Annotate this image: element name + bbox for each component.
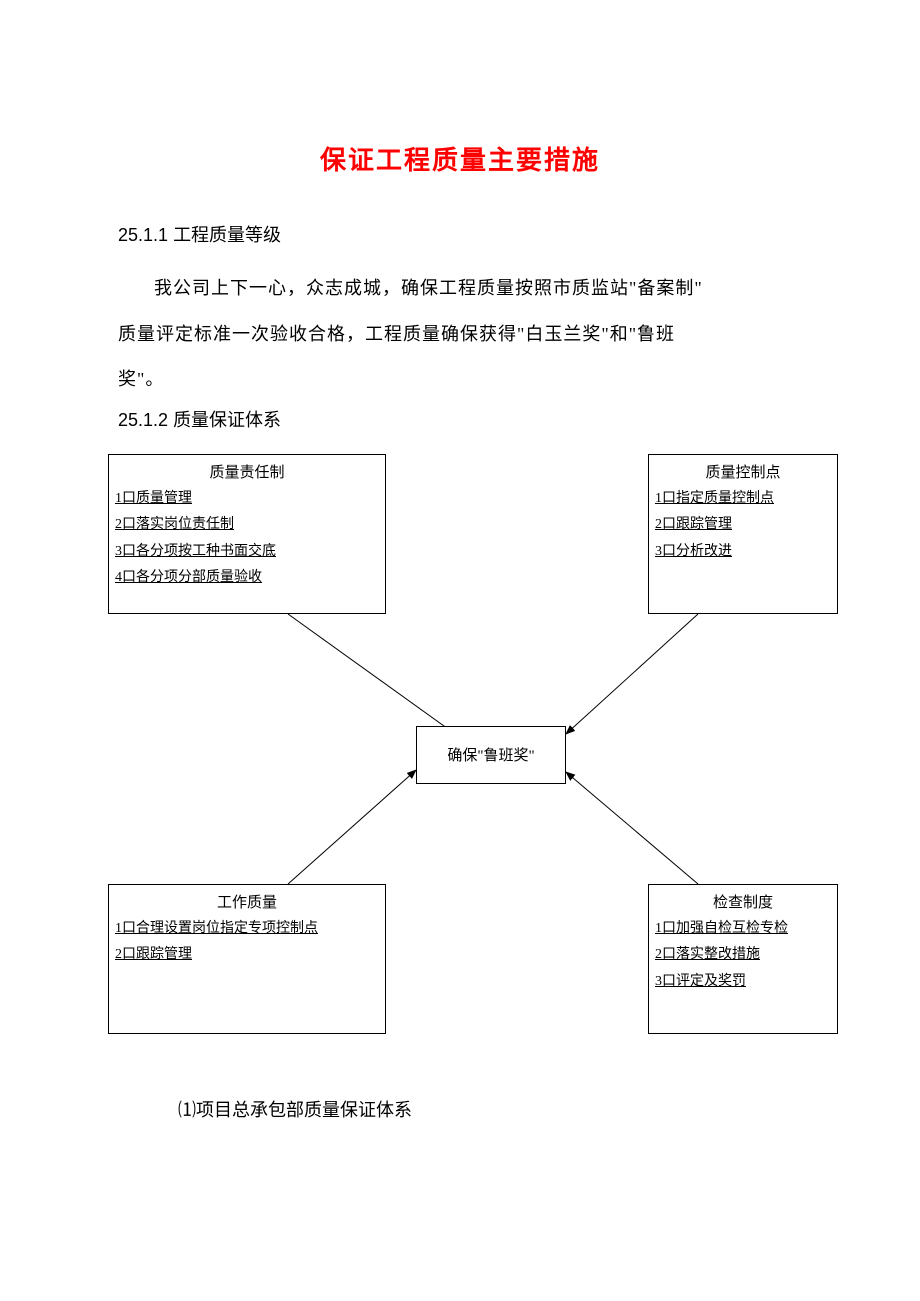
edge-bl: [288, 770, 416, 884]
diagram-caption: ⑴项目总承包部质量保证体系: [178, 1096, 802, 1122]
section-2-text: 质量保证体系: [173, 410, 281, 430]
node-bl-title: 工作质量: [109, 889, 385, 916]
node-br-item-1: 1口加强自检互检专检: [649, 916, 837, 942]
node-br-item-2: 2口落实整改措施: [649, 942, 837, 968]
node-center-label: 确保"鲁班奖": [447, 744, 534, 765]
node-center: 确保"鲁班奖": [416, 726, 566, 784]
section-1-text: 工程质量等级: [173, 225, 281, 245]
node-tl-item-4: 4口各分项分部质量验收: [109, 565, 385, 591]
node-bottom-right: 检查制度 1口加强自检互检专检 2口落实整改措施 3口评定及奖罚: [648, 884, 838, 1034]
section-2-heading: 25.1.2 质量保证体系: [118, 406, 802, 432]
node-tr-item-3: 3口分析改进: [649, 539, 837, 565]
paragraph-line-2: 质量评定标准一次验收合格，工程质量确保获得"白玉兰奖"和"鲁班: [118, 315, 802, 355]
node-bottom-left: 工作质量 1口合理设置岗位指定专项控制点 2口跟踪管理: [108, 884, 386, 1034]
paragraph-line-1: 我公司上下一心，众志成城，确保工程质量按照市质监站"备案制": [118, 269, 802, 309]
quality-system-diagram: 质量责任制 1口质量管理 2口落实岗位责任制 3口各分项按工种书面交底 4口各分…: [88, 454, 848, 1094]
node-tr-item-2: 2口跟踪管理: [649, 512, 837, 538]
node-tr-title: 质量控制点: [649, 459, 837, 486]
edge-br: [566, 772, 698, 884]
section-2-num: 25.1.2: [118, 410, 168, 430]
document-title: 保证工程质量主要措施: [118, 140, 802, 177]
edge-tr: [566, 614, 698, 734]
node-br-title: 检查制度: [649, 889, 837, 916]
paragraph-line-3: 奖"。: [118, 360, 802, 400]
node-tl-title: 质量责任制: [109, 459, 385, 486]
node-tl-item-2: 2口落实岗位责任制: [109, 512, 385, 538]
node-tl-item-1: 1口质量管理: [109, 486, 385, 512]
node-tr-item-1: 1口指定质量控制点: [649, 486, 837, 512]
node-top-left: 质量责任制 1口质量管理 2口落实岗位责任制 3口各分项按工种书面交底 4口各分…: [108, 454, 386, 614]
node-bl-item-2: 2口跟踪管理: [109, 942, 385, 968]
section-1-num: 25.1.1: [118, 225, 168, 245]
node-top-right: 质量控制点 1口指定质量控制点 2口跟踪管理 3口分析改进: [648, 454, 838, 614]
node-br-item-3: 3口评定及奖罚: [649, 969, 837, 995]
node-tl-item-3: 3口各分项按工种书面交底: [109, 539, 385, 565]
node-bl-item-1: 1口合理设置岗位指定专项控制点: [109, 916, 385, 942]
section-1-heading: 25.1.1 工程质量等级: [118, 221, 802, 247]
